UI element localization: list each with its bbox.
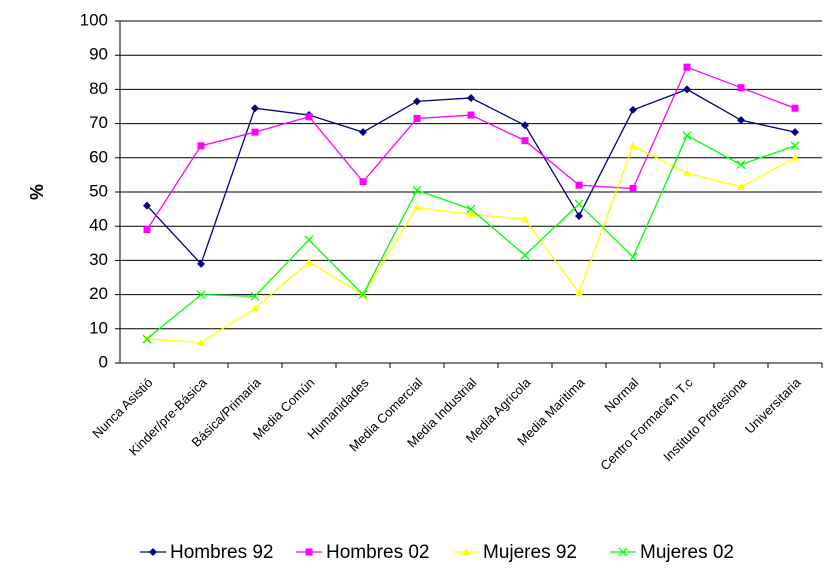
marker bbox=[737, 84, 745, 92]
series-line bbox=[146, 134, 796, 340]
marker bbox=[197, 259, 205, 268]
legend-item: Hombres 92 bbox=[140, 542, 274, 563]
y-tick-label: 50 bbox=[89, 181, 108, 200]
marker bbox=[359, 178, 367, 186]
legend-item: Mujeres 92 bbox=[453, 542, 577, 563]
marker bbox=[574, 199, 584, 209]
marker bbox=[305, 548, 313, 556]
marker bbox=[149, 548, 157, 556]
marker bbox=[683, 169, 691, 177]
series-line bbox=[146, 144, 796, 344]
marker bbox=[791, 104, 799, 112]
y-tick-label: 0 bbox=[99, 352, 108, 371]
marker bbox=[736, 160, 746, 170]
marker bbox=[737, 116, 745, 125]
marker bbox=[737, 182, 745, 190]
y-tick-label: 40 bbox=[89, 216, 108, 235]
marker bbox=[413, 97, 421, 106]
legend-item: Mujeres 02 bbox=[610, 542, 734, 563]
marker bbox=[466, 204, 476, 214]
marker bbox=[305, 258, 313, 266]
marker bbox=[575, 181, 583, 189]
marker bbox=[143, 226, 151, 234]
marker bbox=[413, 203, 421, 211]
marker bbox=[629, 105, 637, 114]
marker bbox=[790, 141, 800, 151]
marker bbox=[520, 250, 530, 260]
marker bbox=[251, 304, 259, 312]
y-tick-label: 100 bbox=[80, 10, 108, 29]
legend-label: Mujeres 02 bbox=[640, 542, 734, 563]
marker bbox=[467, 210, 475, 218]
legend-item: Hombres 02 bbox=[296, 542, 430, 563]
x-tick-label: Universitaria bbox=[742, 374, 804, 436]
marker bbox=[413, 114, 421, 122]
marker bbox=[521, 121, 529, 130]
marker bbox=[197, 338, 205, 346]
legend-label: Hombres 92 bbox=[170, 542, 274, 563]
marker bbox=[628, 252, 638, 262]
marker bbox=[629, 141, 637, 149]
marker bbox=[250, 291, 260, 301]
marker bbox=[196, 290, 206, 300]
y-tick-label: 10 bbox=[89, 318, 108, 337]
marker bbox=[467, 93, 475, 102]
marker bbox=[683, 85, 691, 94]
marker bbox=[251, 128, 259, 136]
marker bbox=[304, 235, 314, 245]
marker bbox=[682, 131, 692, 141]
marker bbox=[358, 290, 368, 300]
marker bbox=[462, 548, 470, 555]
legend-label: Mujeres 92 bbox=[483, 542, 577, 563]
marker bbox=[683, 63, 691, 71]
marker bbox=[521, 137, 529, 145]
marker bbox=[142, 334, 152, 344]
y-tick-label: 70 bbox=[89, 113, 108, 132]
legend-label: Hombres 02 bbox=[326, 542, 430, 563]
marker bbox=[251, 104, 259, 113]
y-tick-label: 30 bbox=[89, 250, 108, 269]
y-tick-label: 80 bbox=[89, 79, 108, 98]
y-tick-label: 60 bbox=[89, 147, 108, 166]
y-tick-label: 90 bbox=[89, 45, 108, 64]
marker bbox=[629, 185, 637, 193]
marker bbox=[791, 153, 799, 161]
marker bbox=[618, 547, 628, 557]
marker bbox=[467, 111, 475, 119]
marker bbox=[791, 128, 799, 137]
series-line bbox=[146, 66, 796, 230]
marker bbox=[575, 288, 583, 296]
marker bbox=[575, 211, 583, 220]
marker bbox=[143, 201, 151, 210]
marker bbox=[412, 185, 422, 195]
x-tick-label: Centro Formaci¢n T.c bbox=[597, 375, 696, 474]
marker bbox=[521, 215, 529, 223]
y-axis-label: % bbox=[27, 184, 47, 200]
x-tick-label: Normal bbox=[601, 375, 641, 415]
marker bbox=[197, 142, 205, 150]
marker bbox=[359, 128, 367, 137]
y-tick-label: 20 bbox=[89, 284, 108, 303]
marker bbox=[305, 113, 313, 121]
